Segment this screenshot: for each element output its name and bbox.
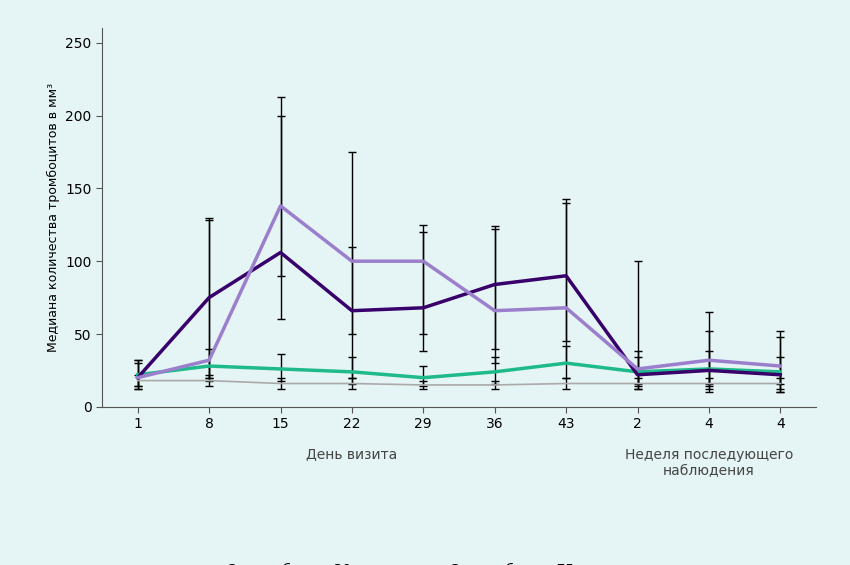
Text: Неделя последующего
наблюдения: Неделя последующего наблюдения (625, 447, 793, 478)
Legend: Элтромбопаг, 30 мг, Элтромбопаг, 75 мг: Элтромбопаг, 30 мг, Элтромбопаг, 75 мг (173, 558, 603, 565)
Text: День визита: День визита (306, 447, 398, 462)
Y-axis label: Медиана количества тромбоцитов в мм³: Медиана количества тромбоцитов в мм³ (47, 83, 60, 352)
